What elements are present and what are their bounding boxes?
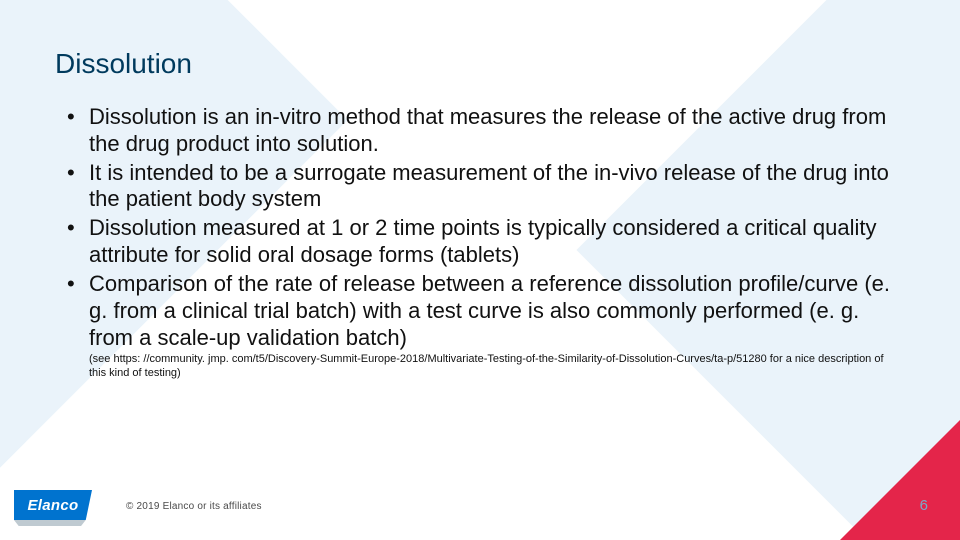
logo-flag-shape: Elanco (14, 490, 92, 520)
copyright-text: © 2019 Elanco or its affiliates (126, 501, 262, 512)
content-area: Dissolution Dissolution is an in-vitro m… (0, 0, 960, 381)
logo-text: Elanco (28, 497, 79, 514)
elanco-logo: Elanco (14, 490, 92, 520)
bullet-list: Dissolution is an in-vitro method that m… (55, 104, 900, 351)
footnote-text: (see https: //community. jmp. com/t5/Dis… (55, 353, 900, 381)
footer: Elanco © 2019 Elanco or its affiliates 6 (0, 476, 960, 540)
slide-title: Dissolution (55, 48, 900, 80)
page-number: 6 (920, 497, 928, 514)
bullet-item: Dissolution measured at 1 or 2 time poin… (55, 215, 900, 269)
slide: Dissolution Dissolution is an in-vitro m… (0, 0, 960, 540)
logo-shadow (14, 520, 92, 526)
bullet-item: Dissolution is an in-vitro method that m… (55, 104, 900, 158)
bullet-item: It is intended to be a surrogate measure… (55, 160, 900, 214)
bullet-item: Comparison of the rate of release betwee… (55, 271, 900, 351)
